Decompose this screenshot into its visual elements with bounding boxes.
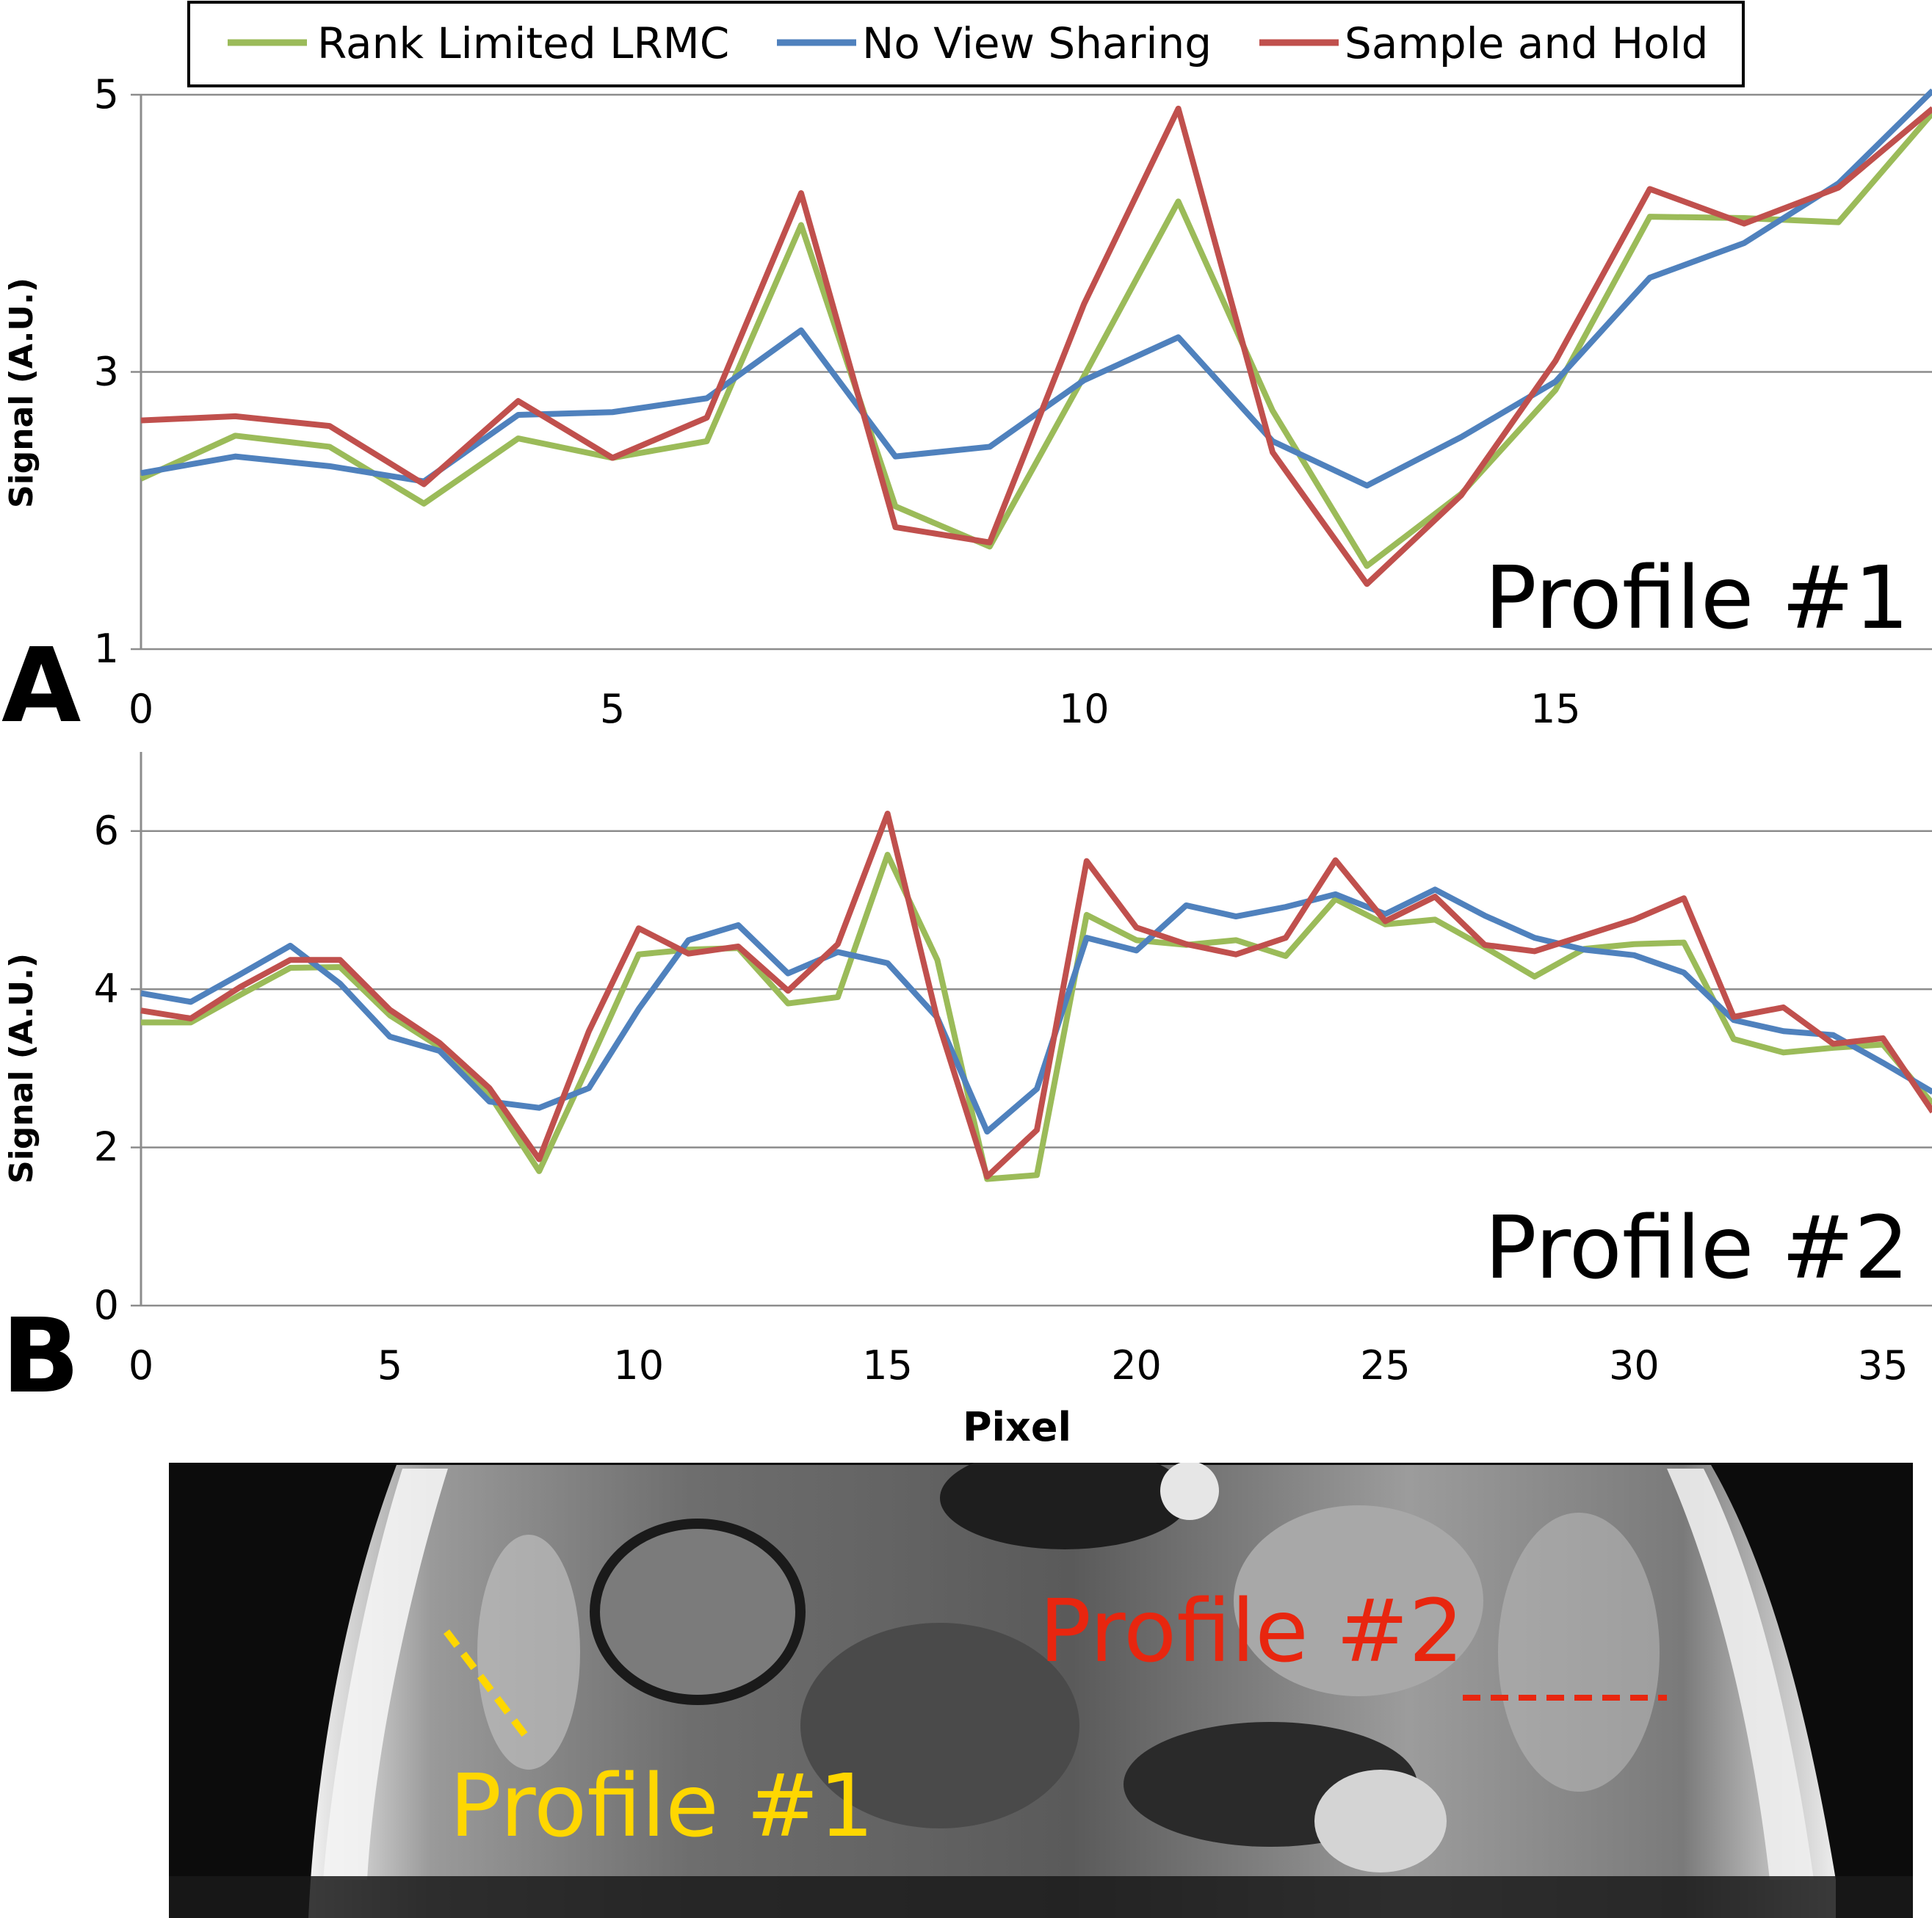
legend-label-sample-and-hold: Sample and Hold [1345,18,1709,68]
panel-b-profile-label: Profile #2 [1485,1197,1909,1298]
panel-b-x-tick-label: 0 [129,1342,153,1389]
legend: Rank Limited LRMC No View Sharing Sample… [187,1,1745,87]
panel-a-series-rank-limited [140,110,1932,569]
mri-dark-region-top [940,1463,1190,1549]
panel-b-x-tick-label: 20 [1111,1342,1162,1389]
panel-a-chart: 1 3 5 0 5 10 15 Signal (A.U.) Profile #1 A [1,71,1932,746]
mri-anatomy [169,1463,1913,1918]
mri-right-edge [1667,1469,1814,1880]
panel-b-y-tick-label: 2 [94,1124,119,1170]
panel-b-series-sample-and-hold [140,811,1932,1180]
panel-a-x-tick-label: 15 [1530,686,1581,732]
legend-label-no-view-sharing: No View Sharing [862,18,1212,68]
panel-a-x-tick-label: 0 [129,686,153,732]
panel-a-x-tick-label: 10 [1059,686,1110,732]
panel-a-y-axis-label: Signal (A.U.) [3,278,40,508]
panel-b-x-tick-label: 10 [613,1342,664,1389]
panel-a-gridlines [131,93,1932,651]
panel-a-y-tick-label: 5 [94,71,119,117]
panel-a-x-tick-label: 5 [600,686,625,732]
panel-b-x-tick-label: 5 [377,1342,402,1389]
mri-image-panel: Profile #1 Profile #2 [169,1463,1913,1918]
panel-b-x-axis-label: Pixel [963,1404,1071,1450]
panel-a-y-tick-label: 1 [94,626,119,672]
panel-a-y-tick-labels: 1 3 5 [94,71,119,672]
mri-organ-left [590,1519,806,1705]
mri-bright-spot [1314,1770,1447,1872]
panel-b-y-tick-label: 4 [94,966,119,1012]
panel-a-y-tick-label: 3 [94,349,119,395]
panel-a-letter: A [1,626,81,746]
panel-b-x-tick-labels: 0 5 10 15 20 25 30 35 [129,1342,1909,1389]
profile-2-image-label: Profile #2 [1039,1580,1464,1682]
legend-box [187,1,1745,87]
mri-organ-center [800,1623,1079,1828]
panel-b-y-tick-label: 0 [94,1282,119,1328]
panel-a-series-sample-and-hold [140,105,1932,587]
profile-1-image-label: Profile #1 [449,1755,874,1856]
panel-b-x-tick-label: 15 [862,1342,913,1389]
panel-b-letter: B [1,1297,80,1416]
panel-a-profile-label: Profile #1 [1485,547,1909,648]
panel-a-x-tick-labels: 0 5 10 15 [129,686,1581,732]
panel-b-y-axis-label: Signal (A.U.) [3,953,40,1184]
panel-b-y-tick-label: 6 [94,808,119,854]
legend-label-rank-limited: Rank Limited LRMC [317,18,729,68]
panel-b-series [140,811,1932,1182]
panel-b-gridlines [131,752,1932,1307]
panel-b-x-tick-label: 30 [1609,1342,1660,1389]
mri-muscle-left [477,1535,580,1770]
panel-a-series [140,88,1932,587]
panel-b-x-tick-label: 35 [1858,1342,1909,1389]
mri-bottom-fade [169,1876,1913,1918]
panel-b-x-tick-label: 25 [1360,1342,1411,1389]
mri-organ-right [1234,1505,1483,1696]
panel-b-y-tick-labels: 0 2 4 6 [94,808,119,1328]
mri-left-edge [323,1469,448,1880]
mri-muscle-right [1498,1513,1660,1792]
panel-b-series-no-view-sharing [140,886,1932,1135]
profile-1-marker [444,1629,533,1745]
mri-bright-dot [1160,1463,1219,1520]
